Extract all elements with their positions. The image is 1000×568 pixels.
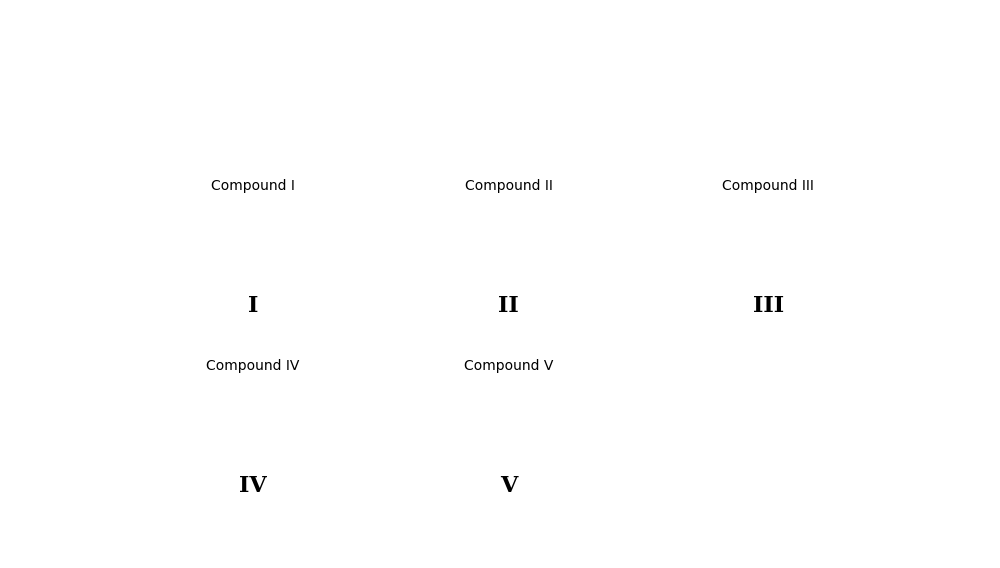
- Text: IV: IV: [239, 475, 267, 497]
- Text: III: III: [753, 295, 784, 318]
- Text: II: II: [498, 295, 519, 318]
- Text: Compound III: Compound III: [722, 179, 814, 193]
- Text: Compound II: Compound II: [465, 179, 553, 193]
- Text: Compound V: Compound V: [464, 358, 553, 373]
- Text: V: V: [500, 475, 517, 497]
- Text: I: I: [248, 295, 258, 318]
- Text: Compound I: Compound I: [211, 179, 295, 193]
- Text: Compound IV: Compound IV: [206, 358, 300, 373]
